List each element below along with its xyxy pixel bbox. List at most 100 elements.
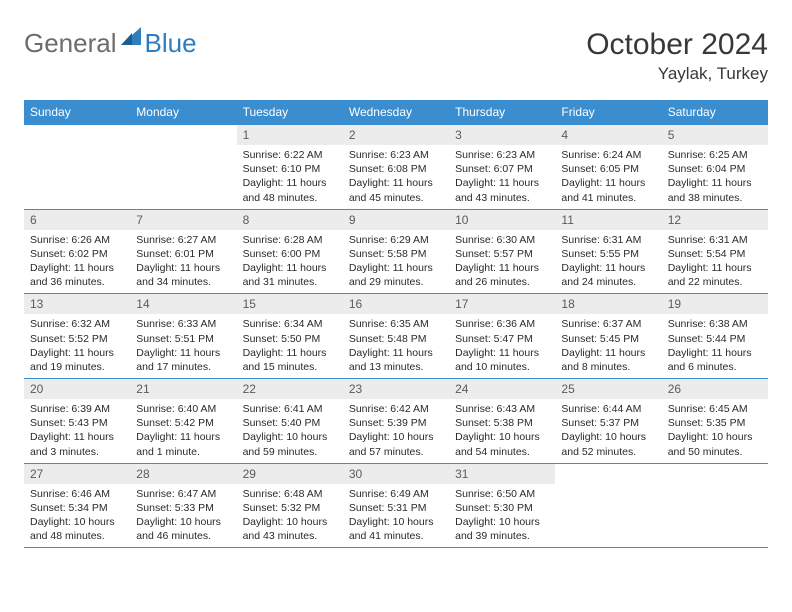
month-title: October 2024 (586, 28, 768, 62)
day-number: 29 (237, 464, 343, 484)
calendar-body: 1Sunrise: 6:22 AMSunset: 6:10 PMDaylight… (24, 125, 768, 548)
day-number: 4 (555, 125, 661, 145)
day-body: Sunrise: 6:40 AMSunset: 5:42 PMDaylight:… (130, 399, 236, 463)
calendar-cell: 3Sunrise: 6:23 AMSunset: 6:07 PMDaylight… (449, 125, 555, 210)
day-number: 26 (662, 379, 768, 399)
day-body: Sunrise: 6:32 AMSunset: 5:52 PMDaylight:… (24, 314, 130, 378)
day-body: Sunrise: 6:42 AMSunset: 5:39 PMDaylight:… (343, 399, 449, 463)
calendar-cell: 8Sunrise: 6:28 AMSunset: 6:00 PMDaylight… (237, 209, 343, 294)
calendar-cell: 17Sunrise: 6:36 AMSunset: 5:47 PMDayligh… (449, 294, 555, 379)
calendar-cell: 22Sunrise: 6:41 AMSunset: 5:40 PMDayligh… (237, 379, 343, 464)
day-body: Sunrise: 6:23 AMSunset: 6:07 PMDaylight:… (449, 145, 555, 209)
day-header: Thursday (449, 100, 555, 125)
calendar-cell: 30Sunrise: 6:49 AMSunset: 5:31 PMDayligh… (343, 463, 449, 548)
day-body: Sunrise: 6:50 AMSunset: 5:30 PMDaylight:… (449, 484, 555, 548)
calendar-cell: 19Sunrise: 6:38 AMSunset: 5:44 PMDayligh… (662, 294, 768, 379)
day-header: Saturday (662, 100, 768, 125)
calendar-cell (555, 463, 661, 548)
calendar-cell (130, 125, 236, 210)
day-number: 15 (237, 294, 343, 314)
day-header: Wednesday (343, 100, 449, 125)
calendar-cell: 20Sunrise: 6:39 AMSunset: 5:43 PMDayligh… (24, 379, 130, 464)
location: Yaylak, Turkey (586, 64, 768, 84)
calendar-cell (662, 463, 768, 548)
day-number: 30 (343, 464, 449, 484)
day-number: 20 (24, 379, 130, 399)
day-body: Sunrise: 6:28 AMSunset: 6:00 PMDaylight:… (237, 230, 343, 294)
calendar-cell: 29Sunrise: 6:48 AMSunset: 5:32 PMDayligh… (237, 463, 343, 548)
calendar-table: SundayMondayTuesdayWednesdayThursdayFrid… (24, 100, 768, 548)
calendar-cell: 2Sunrise: 6:23 AMSunset: 6:08 PMDaylight… (343, 125, 449, 210)
calendar-cell: 10Sunrise: 6:30 AMSunset: 5:57 PMDayligh… (449, 209, 555, 294)
day-header: Friday (555, 100, 661, 125)
day-number: 12 (662, 210, 768, 230)
day-number: 21 (130, 379, 236, 399)
calendar-cell: 26Sunrise: 6:45 AMSunset: 5:35 PMDayligh… (662, 379, 768, 464)
day-number: 19 (662, 294, 768, 314)
calendar-cell: 24Sunrise: 6:43 AMSunset: 5:38 PMDayligh… (449, 379, 555, 464)
calendar-cell: 6Sunrise: 6:26 AMSunset: 6:02 PMDaylight… (24, 209, 130, 294)
calendar-cell: 18Sunrise: 6:37 AMSunset: 5:45 PMDayligh… (555, 294, 661, 379)
day-body: Sunrise: 6:39 AMSunset: 5:43 PMDaylight:… (24, 399, 130, 463)
day-body: Sunrise: 6:37 AMSunset: 5:45 PMDaylight:… (555, 314, 661, 378)
brand-part2: Blue (145, 28, 197, 59)
calendar-cell: 27Sunrise: 6:46 AMSunset: 5:34 PMDayligh… (24, 463, 130, 548)
header: General Blue October 2024 Yaylak, Turkey (24, 28, 768, 84)
calendar-cell: 13Sunrise: 6:32 AMSunset: 5:52 PMDayligh… (24, 294, 130, 379)
day-number: 24 (449, 379, 555, 399)
day-number: 8 (237, 210, 343, 230)
brand-logo: General Blue (24, 28, 197, 59)
day-body: Sunrise: 6:27 AMSunset: 6:01 PMDaylight:… (130, 230, 236, 294)
brand-part1: General (24, 28, 117, 59)
calendar-cell (24, 125, 130, 210)
day-number: 22 (237, 379, 343, 399)
day-number: 1 (237, 125, 343, 145)
day-header: Tuesday (237, 100, 343, 125)
calendar-cell: 15Sunrise: 6:34 AMSunset: 5:50 PMDayligh… (237, 294, 343, 379)
calendar-cell: 16Sunrise: 6:35 AMSunset: 5:48 PMDayligh… (343, 294, 449, 379)
day-body: Sunrise: 6:30 AMSunset: 5:57 PMDaylight:… (449, 230, 555, 294)
day-body: Sunrise: 6:45 AMSunset: 5:35 PMDaylight:… (662, 399, 768, 463)
day-body: Sunrise: 6:29 AMSunset: 5:58 PMDaylight:… (343, 230, 449, 294)
calendar-cell: 7Sunrise: 6:27 AMSunset: 6:01 PMDaylight… (130, 209, 236, 294)
day-body: Sunrise: 6:48 AMSunset: 5:32 PMDaylight:… (237, 484, 343, 548)
day-number: 2 (343, 125, 449, 145)
calendar-cell: 21Sunrise: 6:40 AMSunset: 5:42 PMDayligh… (130, 379, 236, 464)
day-number: 25 (555, 379, 661, 399)
day-number: 5 (662, 125, 768, 145)
calendar-cell: 9Sunrise: 6:29 AMSunset: 5:58 PMDaylight… (343, 209, 449, 294)
day-number: 27 (24, 464, 130, 484)
day-number: 23 (343, 379, 449, 399)
day-number: 17 (449, 294, 555, 314)
day-body: Sunrise: 6:46 AMSunset: 5:34 PMDaylight:… (24, 484, 130, 548)
calendar-cell: 4Sunrise: 6:24 AMSunset: 6:05 PMDaylight… (555, 125, 661, 210)
day-body: Sunrise: 6:34 AMSunset: 5:50 PMDaylight:… (237, 314, 343, 378)
day-body: Sunrise: 6:24 AMSunset: 6:05 PMDaylight:… (555, 145, 661, 209)
title-block: October 2024 Yaylak, Turkey (586, 28, 768, 84)
day-number: 7 (130, 210, 236, 230)
day-number: 16 (343, 294, 449, 314)
day-number: 10 (449, 210, 555, 230)
calendar-cell: 25Sunrise: 6:44 AMSunset: 5:37 PMDayligh… (555, 379, 661, 464)
day-number: 18 (555, 294, 661, 314)
calendar-cell: 28Sunrise: 6:47 AMSunset: 5:33 PMDayligh… (130, 463, 236, 548)
day-number: 6 (24, 210, 130, 230)
calendar-cell: 14Sunrise: 6:33 AMSunset: 5:51 PMDayligh… (130, 294, 236, 379)
day-body: Sunrise: 6:47 AMSunset: 5:33 PMDaylight:… (130, 484, 236, 548)
day-body: Sunrise: 6:43 AMSunset: 5:38 PMDaylight:… (449, 399, 555, 463)
day-body: Sunrise: 6:44 AMSunset: 5:37 PMDaylight:… (555, 399, 661, 463)
calendar-cell: 1Sunrise: 6:22 AMSunset: 6:10 PMDaylight… (237, 125, 343, 210)
calendar-head: SundayMondayTuesdayWednesdayThursdayFrid… (24, 100, 768, 125)
calendar-cell: 12Sunrise: 6:31 AMSunset: 5:54 PMDayligh… (662, 209, 768, 294)
day-number: 14 (130, 294, 236, 314)
calendar-cell: 11Sunrise: 6:31 AMSunset: 5:55 PMDayligh… (555, 209, 661, 294)
day-body: Sunrise: 6:33 AMSunset: 5:51 PMDaylight:… (130, 314, 236, 378)
day-body: Sunrise: 6:31 AMSunset: 5:55 PMDaylight:… (555, 230, 661, 294)
day-header: Monday (130, 100, 236, 125)
calendar-cell: 31Sunrise: 6:50 AMSunset: 5:30 PMDayligh… (449, 463, 555, 548)
day-body: Sunrise: 6:49 AMSunset: 5:31 PMDaylight:… (343, 484, 449, 548)
day-body: Sunrise: 6:23 AMSunset: 6:08 PMDaylight:… (343, 145, 449, 209)
day-body: Sunrise: 6:36 AMSunset: 5:47 PMDaylight:… (449, 314, 555, 378)
day-number: 13 (24, 294, 130, 314)
day-number: 9 (343, 210, 449, 230)
